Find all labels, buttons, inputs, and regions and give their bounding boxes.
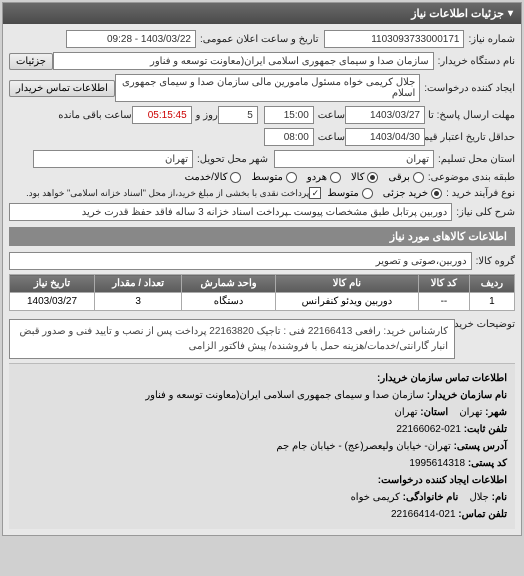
table-header: کد کالا [419,275,470,293]
number-label: شماره نیاز: [464,34,515,45]
city-field: تهران [33,150,193,168]
details-panel: ▾ جزئیات اطلاعات نیاز شماره نیاز: 110309… [2,2,522,536]
address-value: تهران- خیابان ولیعصر(عج) - خیابان جام جم [276,441,450,452]
contact-button[interactable]: اطلاعات تماس خریدار [9,80,115,97]
province-field: تهران [274,150,434,168]
purchase-opt-1[interactable]: خرید جزئی [383,188,442,199]
table-cell: 3 [94,293,181,311]
deadline-time: 15:00 [264,106,314,124]
purchase-radio-group: خرید جزئی متوسط [327,188,442,199]
purchase-label: نوع فرآیند خرید : [442,188,515,199]
table-cell: دوربین ویدئو کنفرانس [275,293,418,311]
purchase-note: پرداخت نقدی با بخشی از مبلغ خرید،از محل … [22,188,309,199]
contact-info-block: اطلاعات تماس سازمان خریدار: نام سازمان خ… [9,363,515,529]
org-value: سازمان صدا و سیمای جمهوری اسلامی ایران(م… [145,390,424,401]
radio-opt-1[interactable]: برقی [388,172,423,183]
time-remain-label: ساعت باقی مانده [54,110,131,121]
city-label: شهر محل تحویل: [193,154,268,165]
table-cell: -- [419,293,470,311]
province-label: استان محل تسلیم: [434,154,515,165]
contact-province-label: استان: [420,407,448,418]
table-cell: 1 [469,293,514,311]
name-value: جلال [469,492,488,503]
table-cell: دستگاه [182,293,276,311]
family-value: کریمی خواه [351,492,400,503]
panel-title: جزئیات اطلاعات نیاز [411,7,504,20]
table-header: نام کالا [275,275,418,293]
postcode-label: کد پستی: [468,458,507,469]
collapse-icon: ▾ [508,8,513,19]
buyer-label: نام دستگاه خریدار: [434,56,515,67]
days-remain-label: روز و [192,110,218,121]
goods-table: ردیفکد کالانام کالاواحد شمارشتعداد / مقد… [9,274,515,311]
radio-opt-3[interactable]: هردو [307,172,341,183]
radio-opt-4[interactable]: متوسط [251,172,296,183]
group-label: گروه کالا: [472,256,515,267]
tel-value: 021-22166414 [391,509,456,520]
phone-label: تلفن ثابت: [464,424,507,435]
panel-header[interactable]: ▾ جزئیات اطلاعات نیاز [3,3,521,24]
goods-section-title: اطلاعات کالاهای مورد نیاز [9,227,515,246]
org-label: نام سازمان خریدار: [427,390,507,401]
phone-value: 021-22166062 [396,424,461,435]
validity-time-label: ساعت [314,132,345,143]
contact-city: تهران [459,407,482,418]
deadline-time-label: ساعت [314,110,345,121]
notes-text: کارشناس خرید: رافعی 22166413 فنی : تاجیک… [9,319,455,359]
contact-title: اطلاعات تماس سازمان خریدار: [377,373,507,384]
notes-label: توضیحات خریدار: [455,319,515,330]
group-field: دوربین،صوتی و تصویر [9,252,472,270]
class-radio-group: برقی کالا هردو متوسط کالا/خدمت [185,172,424,183]
table-cell: 1403/03/27 [10,293,95,311]
deadline-label: مهلت ارسال پاسخ: تا تاریخ: [425,110,515,121]
tel-label: تلفن تماس: [458,509,507,520]
table-header: واحد شمارش [182,275,276,293]
table-header: تعداد / مقدار [94,275,181,293]
table-row[interactable]: 1--دوربین ویدئو کنفرانسدستگاه31403/03/27 [10,293,515,311]
desc-label: شرح کلی نیاز: [452,207,515,218]
panel-body: شماره نیاز: 1103093733000171 تاریخ و ساع… [3,24,521,535]
creator-sub-title: اطلاعات ایجاد کننده درخواست: [378,475,507,486]
days-remain: 5 [218,106,258,124]
table-header: تاریخ نیاز [10,275,95,293]
validity-time: 08:00 [264,128,314,146]
contact-province: تهران [394,407,417,418]
family-label: نام خانوادگی: [403,492,459,503]
table-header: ردیف [469,275,514,293]
number-field: 1103093733000171 [324,30,464,48]
buyer-field: سازمان صدا و سیمای جمهوری اسلامی ایران(م… [53,52,434,70]
announce-field: 1403/03/22 - 09:28 [66,30,196,48]
desc-field: دوربین پرتابل طبق مشخصات پیوست ـپرداخت ا… [9,203,452,221]
creator-field: جلال کریمی خواه مسئول مامورین مالی سازما… [115,74,420,102]
payment-checkbox[interactable] [309,187,321,199]
time-remain: 05:15:45 [132,106,192,124]
details-button[interactable]: جزئیات [9,53,53,70]
address-label: آدرس پستی: [454,441,507,452]
deadline-date: 1403/03/27 [345,106,425,124]
class-label: طبقه بندی موضوعی: [424,172,515,183]
name-label: نام: [492,492,507,503]
validity-date: 1403/04/30 [345,128,425,146]
radio-opt-5[interactable]: کالا/خدمت [185,172,242,183]
validity-label: حداقل تاریخ اعتبار قیمت: تا تاریخ: [425,132,515,143]
postcode-value: 1995614318 [409,458,465,469]
creator-label: ایجاد کننده درخواست: [420,83,515,94]
announce-label: تاریخ و ساعت اعلان عمومی: [196,34,319,45]
radio-opt-2[interactable]: کالا [351,172,379,183]
contact-city-label: شهر: [485,407,507,418]
purchase-opt-2[interactable]: متوسط [327,188,372,199]
